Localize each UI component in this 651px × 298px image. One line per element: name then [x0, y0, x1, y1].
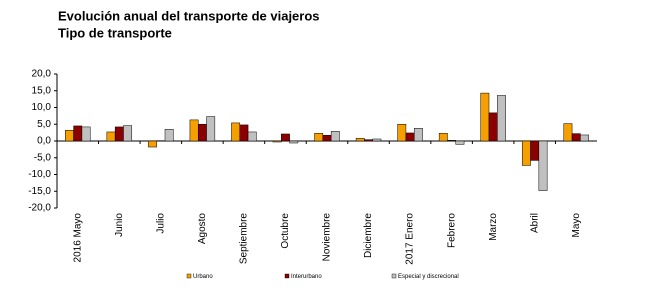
- bar: [530, 140, 540, 161]
- legend-label: Especial y discrecional: [398, 274, 459, 280]
- x-tick-label: Abril: [529, 213, 540, 233]
- bar: [355, 138, 365, 142]
- y-tick-label: 20,0: [32, 69, 52, 80]
- y-tick-label: -20,0: [28, 203, 51, 214]
- legend-swatch: [284, 273, 290, 279]
- bar: [447, 140, 457, 142]
- x-tick-label: Marzo: [488, 213, 499, 241]
- bar: [372, 138, 382, 142]
- bar: [571, 133, 581, 142]
- bar: [189, 119, 199, 142]
- bar: [247, 131, 257, 142]
- legend-swatch: [391, 273, 397, 279]
- bar: [497, 95, 506, 142]
- x-tick-label: Julio: [155, 213, 166, 234]
- bar: [123, 125, 133, 142]
- bar: [538, 140, 548, 191]
- bar: [580, 134, 589, 142]
- y-tick-label: 5,0: [37, 119, 51, 130]
- bar: [81, 126, 91, 142]
- bar: [206, 116, 216, 142]
- chart-title: Evolución anual del transporte de viajer…: [58, 8, 320, 23]
- x-tick-label: Septiembre: [239, 213, 250, 265]
- y-tick-label: 0,0: [37, 136, 51, 147]
- x-tick-label: Octubre: [280, 213, 291, 249]
- legend-label: Urbano: [193, 274, 213, 280]
- x-tick-label: Mayo: [571, 213, 582, 238]
- bar: [488, 112, 498, 142]
- legend-label: Interurbano: [291, 274, 322, 280]
- bar: [314, 133, 324, 142]
- bar: [197, 124, 207, 142]
- x-tick-label: Noviembre: [322, 213, 333, 262]
- legend-swatch: [186, 273, 192, 279]
- bar: [455, 140, 465, 145]
- x-tick-label: 2016 Mayo: [72, 213, 83, 263]
- x-tick-label: Junio: [114, 213, 125, 237]
- y-tick-label: -10,0: [28, 169, 51, 180]
- bar: [73, 125, 83, 142]
- bar: [480, 92, 490, 142]
- x-tick-label: Febrero: [446, 213, 457, 248]
- x-tick-label: Agosto: [197, 213, 208, 245]
- chart-subtitle: Tipo de transporte: [58, 25, 172, 40]
- bar: [438, 133, 448, 142]
- bar: [364, 139, 373, 142]
- bar: [281, 133, 290, 142]
- x-tick-label: 2017 Enero: [405, 213, 416, 265]
- bar: [397, 124, 407, 142]
- bar: [272, 140, 282, 143]
- bar: [413, 128, 423, 142]
- bar: [330, 131, 340, 142]
- bar: [521, 140, 531, 166]
- bar: [289, 140, 299, 144]
- y-tick-label: -5,0: [34, 152, 52, 163]
- y-tick-label: 10,0: [32, 102, 52, 113]
- bar: [164, 129, 174, 142]
- bar: [405, 132, 415, 142]
- bar: [148, 140, 157, 148]
- bar: [322, 135, 332, 142]
- bar: [65, 130, 74, 142]
- x-tick-label: Diciembre: [363, 213, 374, 258]
- bar: [114, 126, 124, 142]
- bar: [231, 122, 241, 142]
- y-tick-label: -15,0: [28, 186, 51, 197]
- bar: [563, 123, 573, 142]
- bar: [239, 124, 249, 142]
- y-tick-label: 15,0: [32, 85, 52, 96]
- bar: [106, 131, 116, 142]
